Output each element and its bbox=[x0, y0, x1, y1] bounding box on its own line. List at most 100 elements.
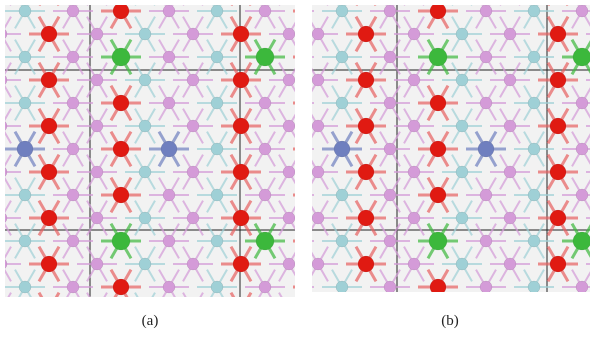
atom bbox=[211, 5, 223, 17]
atom bbox=[312, 166, 324, 178]
atom bbox=[312, 212, 324, 224]
bond bbox=[87, 310, 97, 327]
atom bbox=[504, 28, 516, 40]
atom bbox=[256, 48, 274, 66]
bond bbox=[375, 293, 385, 310]
atom bbox=[456, 28, 468, 40]
atom bbox=[384, 51, 396, 63]
atom bbox=[576, 189, 588, 201]
atom bbox=[480, 97, 492, 109]
atom bbox=[19, 97, 31, 109]
atom bbox=[358, 72, 374, 88]
bond bbox=[385, 293, 395, 310]
atom bbox=[550, 256, 566, 272]
bond bbox=[193, 0, 203, 5]
bond bbox=[303, 86, 313, 103]
atom bbox=[573, 48, 591, 66]
atom bbox=[456, 258, 468, 270]
atom bbox=[504, 120, 516, 132]
bond bbox=[0, 310, 1, 327]
bond bbox=[49, 310, 59, 327]
atom bbox=[336, 97, 348, 109]
atom bbox=[480, 189, 492, 201]
bond bbox=[294, 103, 304, 120]
panel-b-caption: (b) bbox=[441, 313, 459, 329]
atom bbox=[312, 120, 324, 132]
atom bbox=[358, 26, 374, 42]
atom bbox=[312, 304, 324, 316]
atom bbox=[211, 189, 223, 201]
bond bbox=[500, 0, 510, 5]
atom bbox=[113, 187, 129, 203]
atom bbox=[384, 97, 396, 109]
atom bbox=[408, 258, 420, 270]
bond bbox=[0, 201, 1, 218]
atom bbox=[430, 141, 446, 157]
atom bbox=[429, 48, 447, 66]
bond bbox=[294, 270, 304, 287]
atom bbox=[139, 120, 151, 132]
atom bbox=[233, 210, 249, 226]
atom bbox=[480, 51, 492, 63]
atom bbox=[233, 164, 249, 180]
atom bbox=[161, 141, 177, 157]
atom bbox=[384, 235, 396, 247]
atom bbox=[163, 281, 175, 293]
atom bbox=[211, 143, 223, 155]
atom bbox=[408, 120, 420, 132]
atom bbox=[550, 302, 566, 318]
atom bbox=[91, 258, 103, 270]
bond bbox=[385, 310, 395, 327]
atom bbox=[408, 166, 420, 178]
atom bbox=[187, 212, 199, 224]
atom bbox=[139, 74, 151, 86]
atom bbox=[67, 281, 79, 293]
bond bbox=[294, 40, 304, 57]
bond bbox=[183, 310, 193, 327]
atom bbox=[91, 120, 103, 132]
atom bbox=[139, 28, 151, 40]
atom bbox=[283, 212, 295, 224]
atom bbox=[550, 118, 566, 134]
atom bbox=[456, 74, 468, 86]
atom bbox=[19, 281, 31, 293]
bond bbox=[303, 40, 313, 57]
bond bbox=[375, 310, 385, 327]
bond bbox=[303, 11, 313, 28]
bond bbox=[303, 178, 313, 195]
bond bbox=[49, 0, 59, 5]
atom bbox=[41, 302, 57, 318]
bond bbox=[308, 293, 318, 310]
atom bbox=[187, 74, 199, 86]
bond bbox=[308, 310, 318, 327]
bond bbox=[0, 293, 1, 310]
atom bbox=[576, 5, 588, 17]
atom bbox=[576, 281, 588, 293]
bond bbox=[0, 80, 1, 97]
atom bbox=[211, 51, 223, 63]
atom bbox=[91, 28, 103, 40]
atom bbox=[233, 118, 249, 134]
atom bbox=[480, 235, 492, 247]
bond bbox=[0, 218, 1, 235]
bond bbox=[558, 293, 568, 310]
atom bbox=[259, 143, 271, 155]
atom bbox=[41, 164, 57, 180]
atom bbox=[163, 5, 175, 17]
bond bbox=[289, 310, 299, 327]
atom bbox=[67, 5, 79, 17]
atom bbox=[528, 143, 540, 155]
atom bbox=[358, 164, 374, 180]
atom bbox=[211, 235, 223, 247]
atom bbox=[187, 304, 199, 316]
atom bbox=[384, 5, 396, 17]
atom bbox=[430, 3, 446, 19]
atom bbox=[336, 189, 348, 201]
bond bbox=[356, 310, 366, 327]
atom bbox=[67, 143, 79, 155]
atom bbox=[113, 3, 129, 19]
atom bbox=[480, 281, 492, 293]
atom bbox=[67, 97, 79, 109]
atom bbox=[312, 28, 324, 40]
atom bbox=[480, 5, 492, 17]
